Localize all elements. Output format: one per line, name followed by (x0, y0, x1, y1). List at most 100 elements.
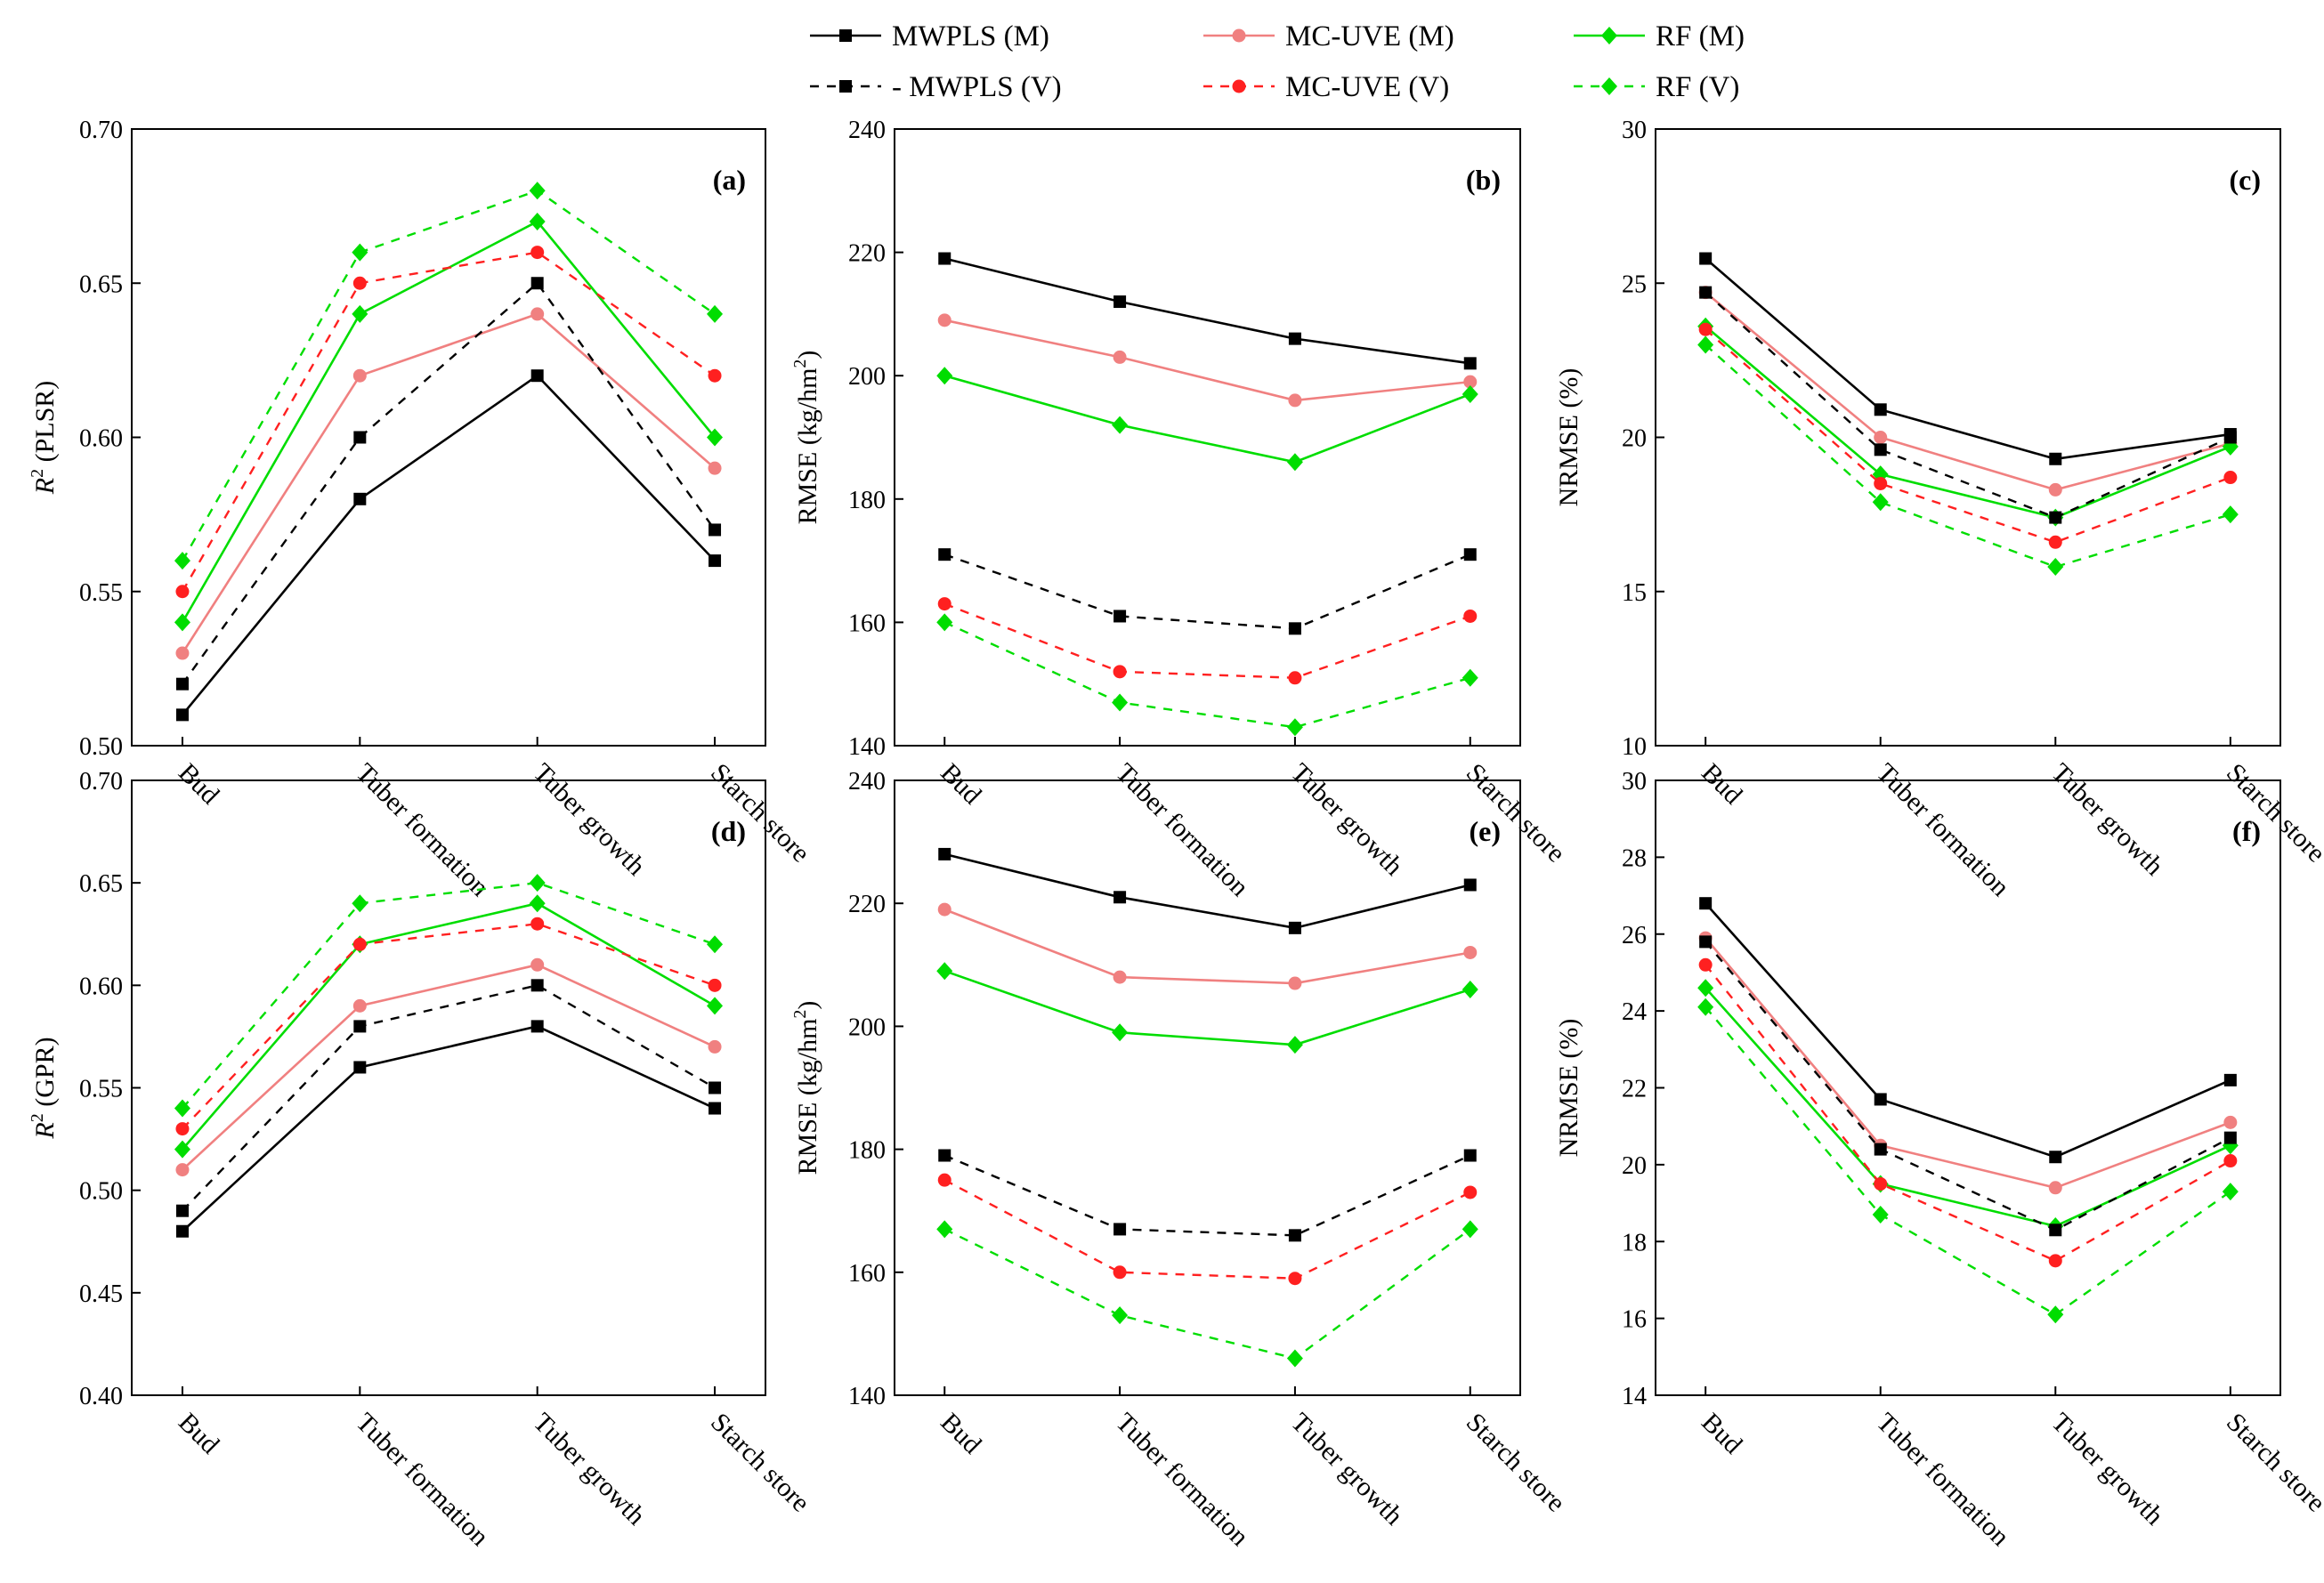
panel-c: 10 15 20 25 30 Bud Tuber formation Tuber growth… (1554, 117, 2324, 902)
data-point (937, 902, 951, 917)
panel-f: 14 16 18 20 22 24 26 28 30 Bud Tuber formation Tube… (1554, 768, 2324, 1552)
data-point (2049, 1151, 2062, 1164)
data-point (936, 613, 953, 632)
data-point (2223, 431, 2237, 444)
data-point (530, 1020, 544, 1033)
data-point (1463, 375, 1478, 389)
data-point (936, 962, 953, 981)
series-line (1705, 257, 2231, 461)
series-rf-v (174, 874, 724, 1118)
series-rf-m (1697, 979, 2239, 1235)
data-point (175, 1163, 190, 1177)
series-line (1705, 328, 2231, 544)
x-tick-label-tuber-formation: Tuber formation (350, 1408, 494, 1552)
data-point (530, 369, 544, 383)
legend-entry-mwpls-m: MWPLS (M) (810, 20, 1049, 52)
x-tick-label-tuber-formation: Tuber formation (1110, 1408, 1254, 1552)
y-tick-label: 14 (1622, 1383, 1647, 1410)
y-tick-label: 200 (848, 363, 886, 391)
legend-label: RF (V) (1656, 71, 1739, 103)
series-line (182, 963, 716, 1171)
y-tick-label: 0.65 (79, 870, 123, 898)
data-point (709, 1102, 722, 1115)
y-axis-label: R2 (PLSR) (28, 381, 60, 496)
data-point (1699, 286, 1713, 299)
data-point (709, 1081, 722, 1094)
series-line (181, 374, 716, 716)
data-point (174, 552, 190, 570)
data-point (1874, 1176, 1888, 1191)
data-point (1286, 718, 1303, 737)
data-point (2223, 471, 2238, 485)
series-mc-uve-m (1698, 931, 2238, 1195)
data-point (529, 212, 546, 230)
panel-label: (b) (1466, 164, 1501, 196)
data-point (937, 313, 951, 327)
legend-entry-rf-m: RF (M) (1574, 20, 1745, 52)
data-point (1463, 1149, 1477, 1162)
legend-marker (839, 80, 852, 93)
data-point (1113, 970, 1127, 984)
y-tick-label: 180 (848, 487, 886, 514)
data-point (1113, 1265, 1127, 1280)
series-rf-v (1697, 335, 2239, 577)
y-axis-label: NRMSE (%) (1554, 1019, 1583, 1158)
data-point (707, 428, 724, 447)
legend: MWPLS (M) MC-UVE (M) RF (M) - MWPLS (V) MC-U… (810, 20, 1745, 103)
y-tick-label: 15 (1622, 579, 1647, 607)
series-mwpls-m (175, 369, 722, 722)
legend-label: MC-UVE (M) (1285, 20, 1454, 52)
series-rf-v (1697, 997, 2239, 1324)
y-tick-label: 20 (1622, 425, 1647, 453)
series-mc-uve-m (937, 902, 1478, 990)
data-point (174, 1140, 190, 1159)
series-mc-uve-v (175, 917, 722, 1136)
x-tick-label-starch-store: Starch store (2221, 758, 2324, 868)
legend-entry-mc-uve-m: MC-UVE (M) (1203, 20, 1454, 52)
data-point (530, 307, 545, 321)
plot-frame (894, 128, 1521, 747)
data-point (529, 894, 546, 913)
data-point (707, 997, 724, 1015)
legend-marker (1232, 28, 1246, 43)
data-point (2048, 535, 2062, 549)
data-point (1463, 609, 1478, 623)
data-point (530, 979, 544, 992)
data-point (2048, 482, 2062, 497)
data-point (707, 935, 724, 954)
series-rf-m (174, 212, 724, 632)
series-mwpls-v (938, 548, 1477, 635)
x-tick-label-tuber-growth: Tuber growth (2045, 1408, 2169, 1531)
series-line (181, 189, 716, 561)
y-tick-label: 26 (1622, 922, 1647, 949)
series-mwpls-v (175, 979, 722, 1217)
data-point (1463, 357, 1477, 370)
panel-label: (c) (2229, 164, 2261, 196)
series-line (943, 969, 1471, 1046)
panel-e: 140 160 180 200 220 240 Bud Tuber formation Tube… (790, 768, 1571, 1552)
x-tick-label-bud: Bud (1696, 758, 1748, 811)
series-line (1705, 937, 2231, 1190)
x-tick-label-starch-store: Starch store (1461, 758, 1571, 868)
panel-label: (d) (711, 815, 746, 847)
y-tick-label: 160 (848, 610, 886, 637)
data-point (1698, 322, 1713, 336)
data-point (937, 1173, 951, 1187)
data-point (937, 597, 951, 611)
y-tick-label: 0.45 (79, 1280, 123, 1308)
y-tick-label: 220 (848, 240, 886, 268)
series-line (943, 621, 1471, 729)
legend-entry-rf-v: RF (V) (1574, 71, 1739, 103)
series-line (943, 374, 1471, 464)
data-point (175, 677, 189, 691)
x-tick-label-bud: Bud (173, 758, 225, 811)
data-point (2222, 505, 2239, 524)
panel-label: (f) (2232, 815, 2261, 847)
data-point (175, 1122, 190, 1136)
data-point (352, 243, 368, 262)
data-point (936, 1220, 953, 1239)
data-point (1288, 921, 1301, 934)
series-line (943, 1228, 1471, 1360)
data-point (1697, 997, 1714, 1016)
